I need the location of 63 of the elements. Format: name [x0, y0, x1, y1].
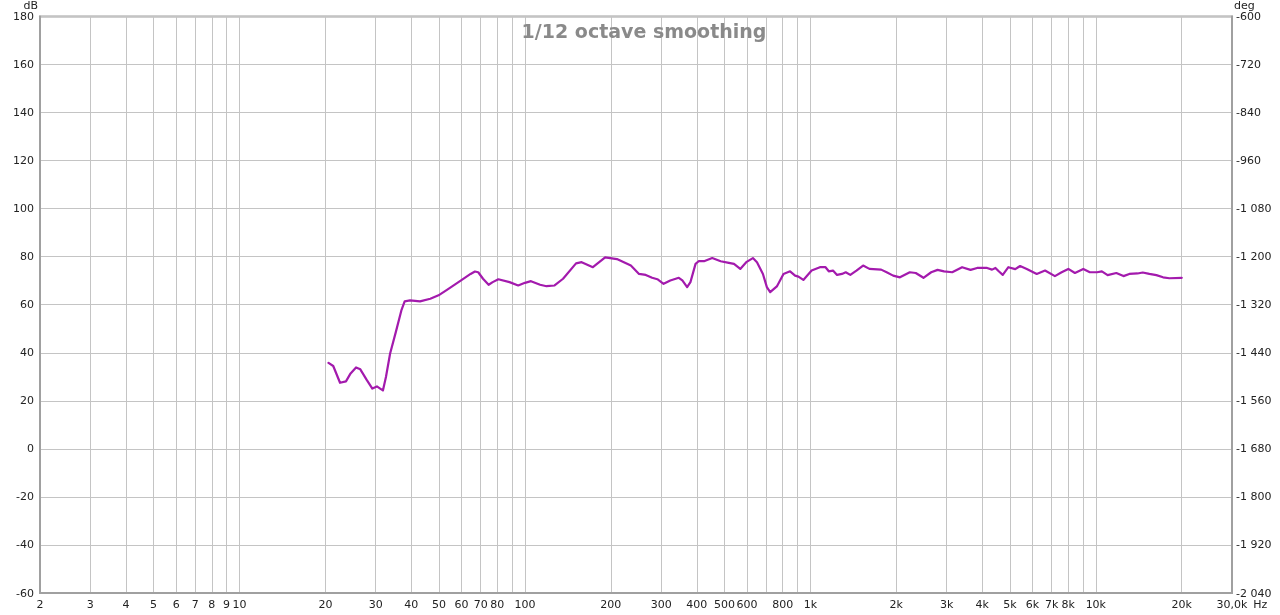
x-tick-label: 30,0k [1216, 598, 1249, 611]
x-tick-label: 20 [318, 598, 333, 611]
x-tick-label: 500 [713, 598, 735, 611]
x-tick-label: 50 [432, 598, 447, 611]
x-axis-title: Hz [1253, 598, 1268, 611]
y-tick-label: 140 [13, 106, 34, 119]
y2-axis-title: deg [1234, 0, 1255, 12]
x-tick-label: 600 [736, 598, 758, 611]
x-tick-label: 800 [772, 598, 794, 611]
y2-tick-label: -1 440 [1236, 346, 1272, 360]
y-tick-label: 120 [13, 154, 34, 168]
x-tick-label: 6k [1025, 598, 1040, 611]
y-tick-label: 160 [13, 57, 34, 71]
x-tick-label: 40 [404, 598, 419, 611]
x-tick-label: 9 [222, 598, 230, 611]
x-tick-label: 70 [473, 598, 488, 611]
x-tick-label: 8k [1061, 598, 1076, 611]
y2-tick-label: -1 200 [1236, 250, 1272, 264]
y-tick-label: -20 [16, 490, 34, 504]
y2-tick-label: -1 800 [1236, 490, 1272, 504]
x-tick-label: 6 [172, 598, 180, 611]
x-tick-label: 10 [232, 598, 247, 611]
y2-tick-label: -840 [1236, 106, 1261, 119]
x-tick-label: 20k [1171, 598, 1193, 611]
x-tick-label: 7k [1044, 598, 1059, 611]
x-tick-label: 2k [889, 598, 904, 611]
y2-tick-label: -1 320 [1236, 298, 1272, 312]
x-tick-label: 60 [454, 598, 469, 611]
x-tick-label: 30 [368, 598, 383, 611]
x-tick-label: 5k [1003, 598, 1018, 611]
y2-tick-label: -1 680 [1236, 442, 1272, 456]
y2-tick-label: -1 560 [1236, 394, 1272, 408]
y-tick-label: 60 [20, 298, 34, 312]
y2-tick-label: -2 040 [1236, 586, 1272, 600]
x-tick-label: 7 [191, 598, 199, 611]
y2-tick-label: -1 920 [1236, 538, 1272, 552]
y2-tick-label: -960 [1236, 154, 1261, 168]
y-tick-label: 180 [13, 9, 34, 23]
y2-tick-label: -720 [1236, 57, 1261, 71]
y-tick-label: 80 [20, 250, 34, 264]
x-tick-label: 2 [36, 598, 44, 611]
x-tick-label: 3k [939, 598, 954, 611]
x-tick-label: 100 [514, 598, 536, 611]
x-tick-label: 200 [600, 598, 622, 611]
x-tick-label: 4 [122, 598, 130, 611]
x-tick-label: 3 [86, 598, 94, 611]
x-tick-label: 10k [1085, 598, 1107, 611]
y-tick-label: -60 [16, 586, 34, 600]
x-tick-label: 300 [650, 598, 672, 611]
y-axis-title: dB [23, 0, 38, 12]
y-tick-label: 0 [27, 442, 34, 456]
chart-title: 1/12 octave smoothing [521, 19, 767, 42]
x-tick-label: 8 [208, 598, 216, 611]
y-tick-label: 100 [13, 202, 34, 216]
y2-tick-label: -1 080 [1236, 202, 1272, 216]
y-tick-label: 40 [20, 346, 34, 360]
x-tick-label: 5 [150, 598, 158, 611]
x-tick-label: 4k [975, 598, 990, 611]
y-tick-label: -40 [16, 538, 34, 552]
y-tick-label: 20 [20, 394, 34, 408]
x-tick-label: 1k [803, 598, 818, 611]
x-tick-label: 400 [686, 598, 708, 611]
x-tick-label: 80 [490, 598, 505, 611]
